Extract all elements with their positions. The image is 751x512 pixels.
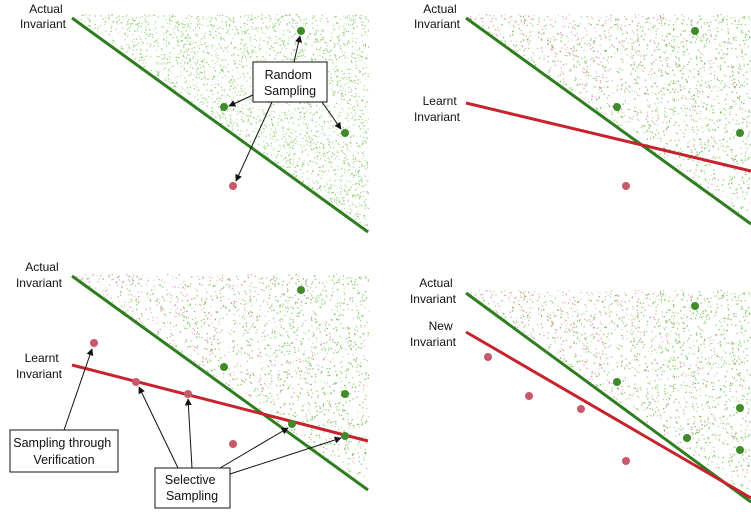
red-sample-point [622,182,630,190]
actual-invariant-label: Actual Invariant [20,2,67,31]
red-sample-point [622,457,630,465]
red-sample-point [577,405,585,413]
green-sample-point [341,129,349,137]
new-invariant-line [465,330,751,500]
green-sample-point [220,103,228,111]
learnt-invariant-label: Learnt Invariant [16,351,63,381]
panel-top-right-noise [468,14,751,213]
red-sample-point [484,353,492,361]
green-sample-point [297,27,305,35]
green-sample-point [736,404,744,412]
red-sample-point [184,390,192,398]
green-sample-point [613,378,621,386]
green-sample-point [691,302,699,310]
panel-top-right: Actual Invariant Learnt Invariant [414,2,751,226]
sampling-through-verification-callout: Sampling through Verification [9,348,119,473]
red-sample-point [229,182,237,190]
learnt-invariant-label: Learnt Invariant [414,94,461,124]
learnt-invariant-line [71,363,369,443]
red-sample-point [90,339,98,347]
green-sample-point [297,286,305,294]
green-sample-point [220,363,228,371]
green-sample-point [613,103,621,111]
green-sample-point [341,390,349,398]
actual-invariant-label: Actual Invariant [16,260,63,290]
red-sample-point [525,392,533,400]
green-sample-point [683,434,691,442]
panel-bottom-right: Actual Invariant New Invariant [410,276,751,504]
actual-invariant-label: Actual Invariant [414,2,461,31]
red-sample-point [132,378,140,386]
random-sampling-callout: Random Sampling [228,35,342,182]
new-invariant-label: New Invariant [410,319,457,349]
red-sample-point [229,440,237,448]
panel-bottom-left-noise [74,274,370,479]
actual-invariant-line [71,16,369,234]
green-sample-point [288,420,296,428]
green-sample-point [736,446,744,454]
green-sample-point [691,27,699,35]
green-sample-point [736,129,744,137]
actual-invariant-line [465,291,751,504]
actual-invariant-line [465,16,751,226]
panel-bottom-right-noise [468,290,751,489]
panel-top-left-noise [77,14,370,231]
actual-invariant-label: Actual Invariant [410,276,457,306]
selective-sampling-callout: Selective Sampling [138,386,342,509]
green-sample-point [341,432,349,440]
learnt-invariant-line [465,101,751,173]
actual-invariant-line [71,274,369,492]
panel-top-left: Actual Invariant Random Sampling [20,2,369,234]
panel-bottom-left: Actual Invariant Learnt Invariant Sampli… [9,260,369,509]
